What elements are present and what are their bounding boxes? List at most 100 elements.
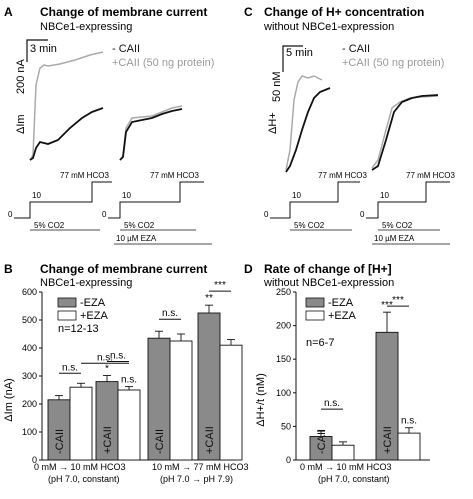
panel-d-bar-label: +CAII (382, 426, 394, 454)
panel-d-legend-swatch-minus-eza (305, 297, 325, 308)
panel-b-group-label-1: 0 mM → 10 mM HCO3 (34, 462, 126, 472)
panel-b-bar-mark: * (105, 363, 109, 374)
panel-b-group-sub-2: (pH 7.0 → pH 7.9) (160, 474, 233, 484)
panel-a-trace-plus-caii-eza (119, 105, 183, 161)
panel-a-current-scale: 200 nA (15, 58, 27, 94)
panel-c-y-label: ΔH+ (267, 112, 279, 134)
panel-a-eza-label: 10 µM EZA (116, 234, 157, 243)
panel-a-time-scale: 3 min (30, 43, 57, 55)
panel-d-n-label: n=6-7 (306, 337, 334, 349)
panel-a-protocol-right (108, 181, 204, 219)
panel-c-conc-scale: 50 nM (271, 71, 283, 102)
panel-b-bar-mark: n.s. (121, 375, 137, 386)
panel-b-y-label: ΔIm (nA) (3, 378, 15, 421)
panel-b: B Change of membrane current NBCe1-expre… (3, 262, 249, 484)
panel-c: C Change of H+ concentration without NBC… (244, 5, 455, 245)
panel-d-y-label: ΔH+/t (nM) (255, 373, 267, 427)
panel-a-protocol-left-0: 0 (8, 210, 13, 219)
panel-c-title: Change of H+ concentration (264, 5, 424, 19)
panel-c-protocol-right-0: 0 (360, 210, 365, 219)
panel-d-group-sub: (pH 7.0, constant) (318, 474, 390, 484)
panel-d-legend-swatch-plus-eza (305, 310, 325, 321)
panel-a-trace-plus-caii (29, 51, 104, 161)
panel-c-legend-plus-caii: +CAII (50 ng protein) (342, 57, 444, 69)
panel-b-y-tick-label: 200 (22, 399, 37, 409)
panel-b-bar (219, 344, 243, 461)
panel-a-co2-right: 5% CO2 (124, 221, 155, 230)
panel-d-significance-label: n.s. (324, 398, 340, 409)
panel-b-n-label: n=12-13 (58, 323, 99, 335)
panel-b-legend-plus-eza: +EZA (80, 310, 108, 322)
panel-a-subtitle: NBCe1-expressing (40, 21, 132, 33)
panel-d-y-tick-label: 200 (276, 321, 291, 331)
panel-b-legend-swatch-plus-eza (57, 310, 77, 321)
panel-c-trace-minus-caii (285, 87, 331, 173)
panel-a-title: Change of membrane current (40, 5, 207, 19)
panel-c-trace-plus-caii (285, 75, 323, 171)
panel-d-group-label: 0 mM → 10 mM HCO3 (300, 462, 392, 472)
panel-d-bar (331, 444, 355, 461)
panel-c-subtitle: without NBCe1-expression (263, 21, 394, 33)
panel-b-group-sub-1: (pH 7.0, constant) (48, 474, 120, 484)
panel-b-bar (69, 386, 93, 461)
panel-c-eza-label: 10 µM EZA (374, 234, 415, 243)
panel-b-significance-label: n.s. (162, 308, 178, 319)
panel-b-subtitle: NBCe1-expressing (40, 277, 132, 289)
panel-a-trace-minus-caii (29, 107, 104, 161)
panel-b-y-tick-label: 400 (22, 343, 37, 353)
panel-a-protocol-right-0: 0 (102, 210, 107, 219)
panel-b-bar (169, 340, 193, 461)
panel-b-bar-label: +CAII (102, 426, 114, 454)
panel-c-protocol-right-10: 10 (380, 191, 389, 200)
panel-b-legend-swatch-minus-eza (57, 297, 77, 308)
panel-c-protocol-left-0: 0 (264, 210, 269, 219)
panel-d-y-tick-label: 150 (276, 354, 291, 364)
panel-b-bar-label: -CAII (154, 429, 166, 454)
panel-d: D Rate of change of [H+] without NBCe1-e… (244, 262, 430, 484)
panel-d-significance-label: *** (392, 295, 404, 306)
panel-d-bar (397, 432, 421, 461)
panel-b-significance-label: *** (214, 280, 226, 291)
panel-b-title: Change of membrane current (40, 262, 207, 276)
panel-d-y-tick-label: 50 (281, 421, 291, 431)
panel-c-protocol-left-10: 10 (292, 191, 301, 200)
panel-c-protocol-right (366, 181, 450, 219)
panel-b-marks: -CAII +CAII -CAII +CAIIn.s.n.s.n.s.***n.s.*… (47, 280, 243, 461)
panel-c-protocol-right-77: 77 mM HCO3 (406, 171, 455, 180)
panel-b-significance-label: n.s. (97, 352, 113, 363)
panel-d-bar-label: -CAII (316, 429, 328, 454)
panel-b-y-tick-label: 500 (22, 315, 37, 325)
panel-a-legend-minus-caii: - CAII (112, 43, 140, 55)
panel-b-bar-mark: ** (205, 293, 213, 304)
panel-a-legend-plus-caii: +CAII (50 ng protein) (112, 57, 214, 69)
panel-c-trace-minus-caii-eza (371, 94, 439, 171)
panel-a-co2-left: 5% CO2 (34, 221, 65, 230)
panel-b-group-label-2: 10 mM → 77 mM HCO3 (152, 462, 249, 472)
panel-b-significance-label: n.s. (110, 350, 126, 361)
panel-b-y-tick-label: 300 (22, 371, 37, 381)
panel-b-bar (117, 389, 141, 461)
panel-c-letter: C (244, 5, 253, 19)
panel-d-legend-minus-eza: -EZA (328, 297, 354, 309)
panel-a-y-label: ΔIm (15, 114, 27, 134)
panel-c-co2-left: 5% CO2 (294, 221, 325, 230)
panel-d-y-tick-label: 100 (276, 388, 291, 398)
panel-a-scalebar (26, 39, 48, 62)
panel-a: A Change of membrane current NBCe1-expre… (4, 5, 214, 245)
panel-c-co2-right: 5% CO2 (382, 221, 413, 230)
panel-d-bar-mark: n.s. (401, 416, 417, 427)
panel-c-trace-plus-caii-eza (371, 95, 439, 169)
panel-c-protocol-left (270, 181, 360, 219)
panel-b-letter: B (4, 262, 13, 276)
panel-b-legend-minus-eza: -EZA (80, 297, 106, 309)
panel-a-protocol-left-10: 10 (32, 191, 41, 200)
panel-a-protocol-right-10: 10 (122, 191, 131, 200)
panel-b-y-tick-label: 100 (22, 427, 37, 437)
panel-a-trace-minus-caii-eza (119, 108, 183, 161)
panel-b-bar-label: -CAII (54, 429, 66, 454)
panel-c-protocol-left-77: 77 mM HCO3 (318, 171, 367, 180)
panel-d-y-tick-label: 250 (276, 287, 291, 297)
panel-b-y-tick-label: 600 (22, 287, 37, 297)
